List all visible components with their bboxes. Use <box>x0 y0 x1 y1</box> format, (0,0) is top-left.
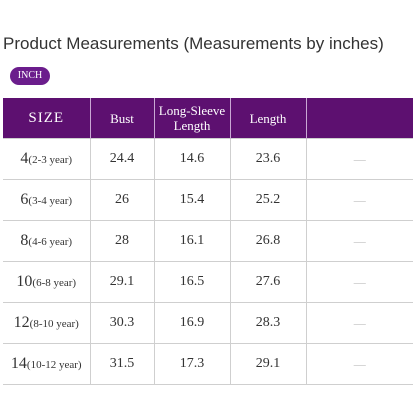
length-cell: 29.1 <box>229 343 307 385</box>
length-cell: 23.6 <box>229 138 307 180</box>
bust-cell: 24.4 <box>89 138 155 180</box>
table-row: 4(2-3 year) 24.4 14.6 23.6— <box>3 138 413 180</box>
sleeve-cell: 16.1 <box>153 220 231 262</box>
column-header: Bust <box>89 98 154 139</box>
bust-cell: 31.5 <box>89 343 155 385</box>
column-header: Length <box>229 98 306 139</box>
page-title: Product Measurements (Measurements by in… <box>3 34 384 53</box>
size-cell: 14(10-12 year) <box>3 343 91 385</box>
extra-cell: — <box>305 343 413 385</box>
table-row: 14(10-12 year) 31.5 17.3 29.1— <box>3 343 413 385</box>
length-cell: 26.8 <box>229 220 307 262</box>
sleeve-cell: 16.9 <box>153 302 231 344</box>
length-cell: 28.3 <box>229 302 307 344</box>
size-age: (8-10 year) <box>29 318 79 330</box>
extra-cell: — <box>305 138 413 180</box>
column-header: SIZE <box>3 98 90 139</box>
size-cell: 6(3-4 year) <box>3 179 91 221</box>
table-row: 10(6-8 year) 29.1 16.5 27.6— <box>3 261 413 303</box>
size-number: 14 <box>10 355 27 372</box>
size-table: SIZE Bust Long-Sleeve Length Length 4(2-3 y… <box>3 98 413 385</box>
extra-cell: — <box>305 302 413 344</box>
unit-badge: INCH <box>10 67 50 85</box>
size-age: (10-12 year) <box>26 359 82 371</box>
column-header: Long-Sleeve Length <box>153 98 230 139</box>
table-row: 12(8-10 year) 30.3 16.9 28.3— <box>3 302 413 344</box>
size-cell: 10(6-8 year) <box>3 261 91 303</box>
table-row: 6(3-4 year) 26 15.4 25.2— <box>3 179 413 221</box>
sleeve-cell: 16.5 <box>153 261 231 303</box>
size-cell: 8(4-6 year) <box>3 220 91 262</box>
size-number: 10 <box>16 273 33 290</box>
size-age: (4-6 year) <box>28 236 73 248</box>
bust-cell: 30.3 <box>89 302 155 344</box>
sleeve-cell: 14.6 <box>153 138 231 180</box>
bust-cell: 26 <box>89 179 155 221</box>
length-cell: 27.6 <box>229 261 307 303</box>
table-body: 4(2-3 year) 24.4 14.6 23.6—6(3-4 year) 26 15.… <box>3 138 413 385</box>
sleeve-cell: 17.3 <box>153 343 231 385</box>
extra-cell: — <box>305 220 413 262</box>
size-age: (6-8 year) <box>32 277 77 289</box>
size-age: (2-3 year) <box>28 154 73 166</box>
sleeve-cell: 15.4 <box>153 179 231 221</box>
header-row: SIZE Bust Long-Sleeve Length Length <box>3 98 413 139</box>
size-number: 12 <box>13 314 30 331</box>
size-number: 8 <box>20 232 29 249</box>
bust-cell: 28 <box>89 220 155 262</box>
bust-cell: 29.1 <box>89 261 155 303</box>
size-cell: 12(8-10 year) <box>3 302 91 344</box>
extra-cell: — <box>305 261 413 303</box>
size-cell: 4(2-3 year) <box>3 138 91 180</box>
size-age: (3-4 year) <box>28 195 73 207</box>
column-header <box>305 98 413 139</box>
table-row: 8(4-6 year) 28 16.1 26.8— <box>3 220 413 262</box>
size-number: 4 <box>20 150 29 167</box>
length-cell: 25.2 <box>229 179 307 221</box>
size-number: 6 <box>20 191 29 208</box>
extra-cell: — <box>305 179 413 221</box>
